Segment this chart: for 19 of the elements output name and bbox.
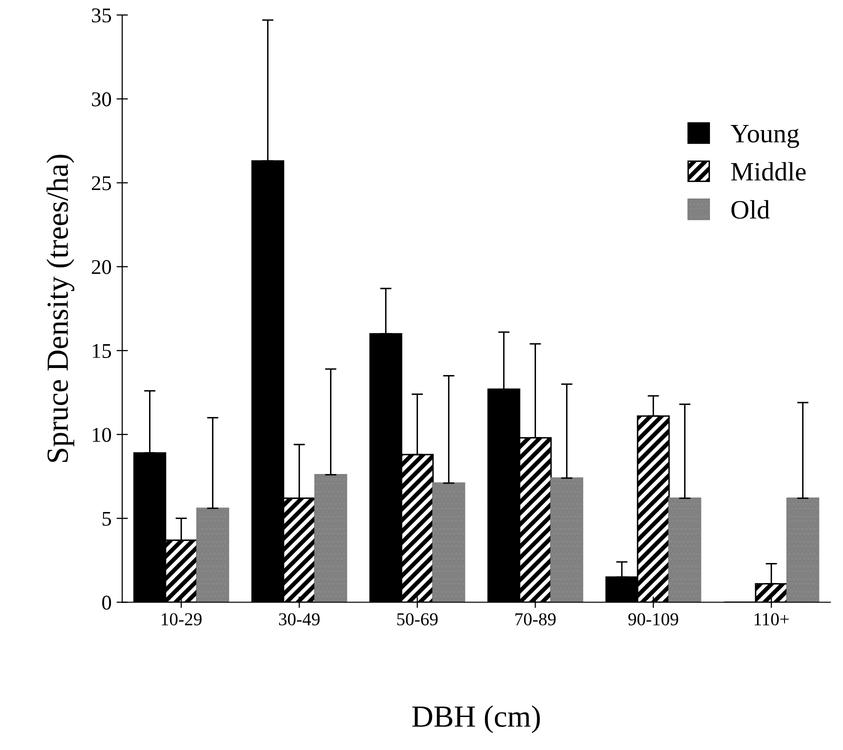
y-tick-label: 30 [92,92,112,106]
y-tick-label: 10 [92,428,112,442]
y-tick-label: 35 [92,8,112,22]
x-axis-title: DBH (cm) [412,705,540,734]
y-tick-label: 20 [92,260,112,274]
x-tick-label: 50-69 [397,613,438,626]
legend-label: Old [731,200,770,219]
x-tick-label: 10-29 [162,613,202,626]
legend-label: Young [730,124,800,148]
y-tick-label: 15 [92,344,112,358]
y-tick-label: 5 [102,512,112,526]
x-tick-label: 90-109 [628,613,678,626]
x-tick-label: 70-89 [515,613,556,626]
x-tick-label: 30-49 [279,613,320,626]
y-tick-label: 0 [102,596,112,610]
x-tick-label: 110+ [754,613,789,626]
y-tick-label: 25 [92,176,112,190]
legend-label: Middle [731,162,806,181]
y-axis-title: Spruce Density (trees/ha) [46,154,74,462]
